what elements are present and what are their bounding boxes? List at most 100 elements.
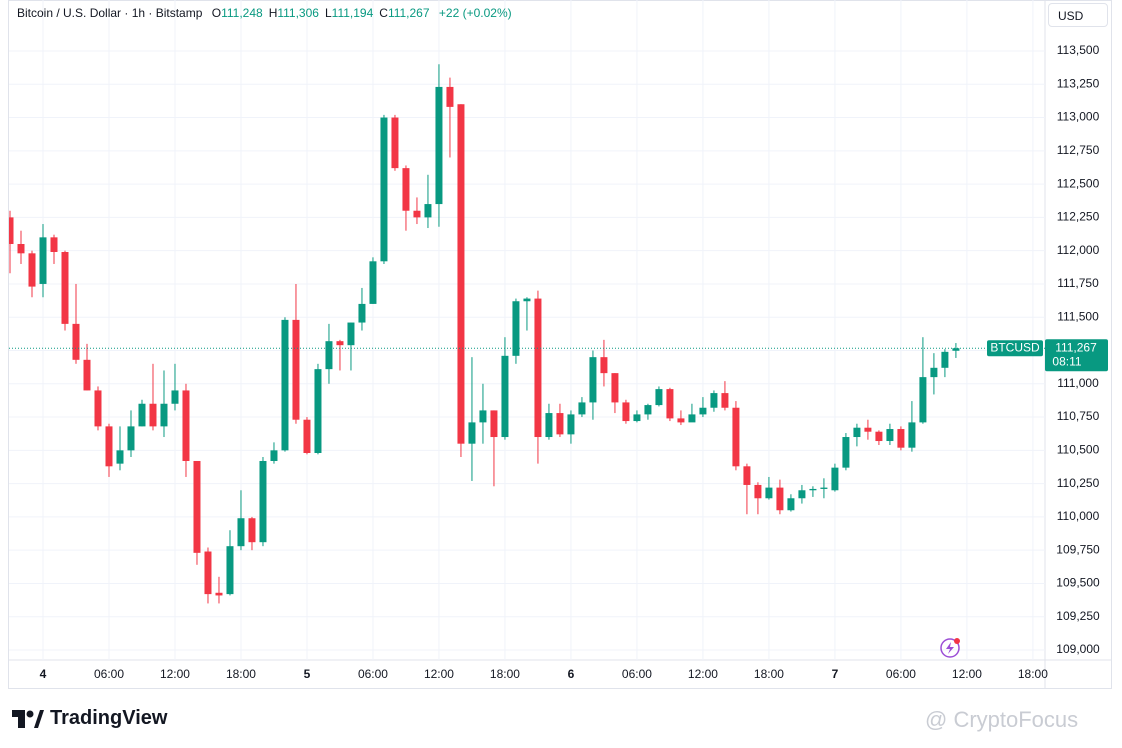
candle-body (886, 429, 894, 442)
candle-body (787, 498, 795, 511)
candle-body (358, 303, 366, 323)
candle-body (567, 414, 575, 435)
x-tick-label: 12:00 (160, 667, 190, 681)
candle-body (94, 390, 102, 427)
candle-body (710, 393, 718, 408)
x-tick-label: 18:00 (754, 667, 784, 681)
candle-body (314, 369, 322, 454)
candle-body (875, 431, 883, 442)
x-tick-label: 06:00 (622, 667, 652, 681)
candle-body (171, 390, 179, 404)
candle-body (798, 490, 806, 499)
ohlc-key: L (324, 6, 332, 20)
candle-body (182, 390, 190, 461)
y-tick-label: 110,000 (1057, 509, 1100, 523)
x-tick-label: 06:00 (358, 667, 388, 681)
candle-body (490, 410, 498, 438)
candle-body (28, 253, 36, 287)
y-tick-label: 112,750 (1057, 143, 1100, 157)
candle-body (842, 437, 850, 468)
candle-body (688, 414, 696, 423)
price-change: +22 (+0.02%) (438, 6, 512, 20)
candle-body (743, 466, 751, 485)
candle-body (831, 467, 839, 491)
candle-body (754, 484, 762, 499)
y-tick-label: 113,250 (1057, 76, 1100, 90)
candle-body (611, 373, 619, 403)
symbol-tag-text: BTCUSD (990, 340, 1040, 354)
candle-body (468, 422, 476, 444)
candle-body (941, 351, 949, 368)
candle-body (655, 389, 663, 406)
candle-body (259, 460, 267, 543)
candle-body (853, 427, 861, 438)
branding: TradingView (12, 707, 167, 730)
candle-body (952, 348, 960, 351)
candle-body (380, 117, 388, 262)
y-tick-label: 109,000 (1056, 642, 1100, 656)
candle-body (534, 298, 542, 438)
candle-body (336, 341, 344, 346)
candle-body (479, 410, 487, 423)
y-tick-label: 109,250 (1056, 609, 1100, 623)
candle-body (369, 261, 377, 304)
y-tick-label: 110,750 (1057, 409, 1100, 423)
candle-body (105, 426, 113, 467)
y-tick-label: 110,250 (1057, 476, 1100, 490)
candle-body (83, 359, 91, 391)
candle-body (127, 426, 135, 451)
ohlc-key: H (268, 6, 278, 20)
candle-body (61, 251, 69, 324)
candle-body (589, 357, 597, 403)
watermark: @ CryptoFocus (925, 707, 1079, 732)
currency-button[interactable]: USD (1048, 3, 1108, 27)
candle-body (347, 322, 355, 346)
candle-body (732, 407, 740, 467)
x-tick-label: 18:00 (1018, 667, 1048, 681)
axes: 109,000 109,250 109,500 109,750 110,000 110,2… (9, 43, 1108, 681)
candle-body (72, 323, 80, 360)
candle-body (391, 117, 399, 169)
y-tick-label: 111,000 (1057, 376, 1099, 390)
candle-body (765, 487, 773, 499)
x-tick-label: 12:00 (952, 667, 982, 681)
candle-body (435, 86, 443, 205)
price-tag (1045, 339, 1108, 372)
candle-body (160, 403, 168, 427)
y-tick-label: 111,500 (1057, 309, 1099, 323)
candle-body (149, 403, 157, 427)
y-tick-label: 109,750 (1056, 542, 1100, 556)
ohlc-key: O (211, 6, 222, 20)
candle-body (523, 298, 531, 302)
candle-body (215, 592, 223, 596)
candle-body (325, 341, 333, 370)
candle-body (666, 389, 674, 419)
candle-body (622, 402, 630, 422)
chart-frame (8, 0, 1112, 689)
candle-body (864, 427, 872, 432)
candle-body (248, 518, 256, 543)
x-tick-label: 12:00 (424, 667, 454, 681)
candle-body (809, 488, 817, 491)
candle-body (270, 450, 278, 461)
candle-body (578, 402, 586, 415)
price-tag-countdown: 08:11 (1052, 354, 1081, 368)
y-tick-label: 113,500 (1057, 43, 1100, 57)
candle-body (919, 377, 927, 423)
candle-body (9, 217, 14, 245)
candle-body (303, 419, 311, 454)
candle-body (908, 422, 916, 448)
candle-body (699, 407, 707, 415)
candle-body (17, 244, 25, 254)
candle-body (116, 450, 124, 464)
candle-body (281, 319, 289, 451)
candle-body (600, 357, 608, 374)
candle-body (930, 367, 938, 378)
x-tick-label: 4 (40, 667, 47, 681)
candle-body (512, 301, 520, 356)
y-tick-label: 112,000 (1057, 243, 1100, 257)
candle-body (776, 487, 784, 511)
y-tick-label: 112,500 (1057, 176, 1100, 190)
